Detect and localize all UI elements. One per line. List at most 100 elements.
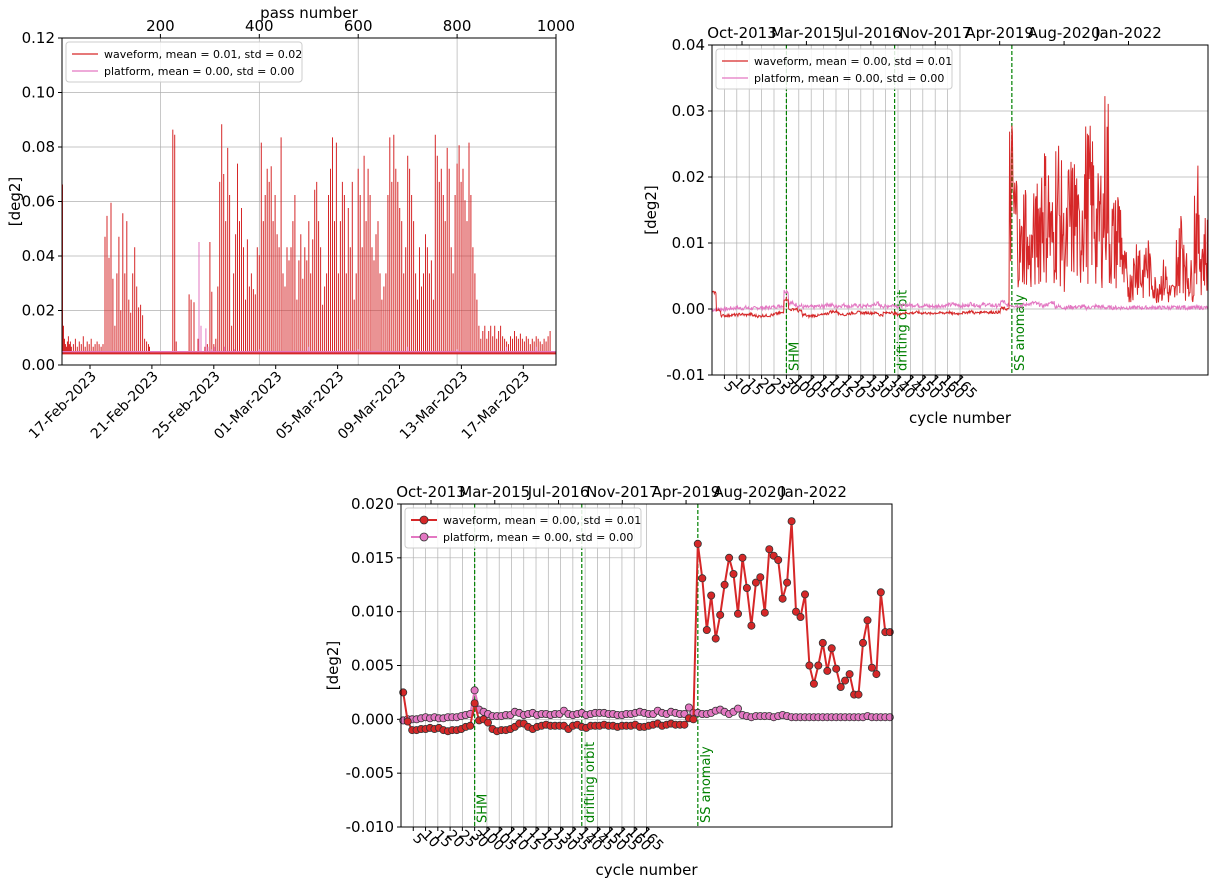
data-point-waveform: [801, 590, 810, 599]
data-point-waveform: [778, 594, 787, 603]
top-x-tick-label: Jan-2022: [779, 483, 847, 501]
data-point-waveform: [783, 578, 792, 587]
data-point-waveform: [742, 584, 751, 593]
data-point-waveform: [823, 666, 832, 675]
y-tick-label: 0.00: [672, 300, 705, 318]
top-x-tick-label: Jul-2016: [527, 483, 590, 501]
data-point-waveform: [818, 638, 827, 647]
data-point-waveform: [854, 690, 863, 699]
top-x-tick-label: Nov-2017: [586, 483, 658, 501]
event-label: SS anomaly: [699, 746, 714, 823]
data-point-waveform: [796, 613, 805, 622]
data-point-waveform: [470, 699, 479, 708]
top-x-tick-label: 1000: [537, 17, 575, 35]
series-waveform-trace: [711, 96, 1208, 320]
data-point-waveform: [720, 580, 729, 589]
data-point-waveform: [756, 573, 765, 582]
data-point-waveform: [765, 545, 774, 554]
data-point-waveform: [805, 661, 814, 670]
top-x-tick-label: Jan-2022: [1094, 24, 1162, 42]
x-axis-label: cycle number: [909, 409, 1012, 427]
data-point-waveform: [738, 553, 747, 562]
data-point-waveform: [729, 570, 738, 579]
event-label: SHM: [476, 794, 491, 823]
y-tick-label: 0.005: [351, 657, 394, 675]
y-tick-label: 0.02: [22, 302, 55, 320]
legend-label: platform, mean = 0.00, std = 0.00: [754, 72, 944, 85]
series-platform-spikes: [198, 242, 537, 352]
data-point-waveform: [774, 556, 783, 565]
data-point-waveform: [702, 626, 711, 635]
top-x-tick-label: Jul-2016: [839, 24, 902, 42]
legend-box: [404, 507, 642, 549]
data-point-waveform: [859, 638, 868, 647]
data-point-platform: [734, 704, 743, 713]
data-point-waveform: [876, 588, 885, 597]
y-axis-label: [deg2]: [642, 185, 660, 235]
top-x-tick-label: Oct-2013: [707, 24, 777, 42]
y-tick-label: 0.06: [22, 193, 55, 211]
legend-marker: [419, 515, 429, 525]
data-point-waveform: [734, 609, 743, 618]
legend-label: waveform, mean = 0.01, std = 0.02: [104, 48, 302, 61]
data-point-waveform: [751, 578, 760, 587]
top-x-tick-label: 800: [443, 17, 472, 35]
y-tick-label: 0.02: [672, 168, 705, 186]
plot-frame: [711, 44, 1209, 376]
legend-label: platform, mean = 0.00, std = 0.00: [443, 531, 633, 544]
y-tick-label: 0.01: [672, 234, 705, 252]
legend-label: platform, mean = 0.00, std = 0.00: [104, 65, 294, 78]
data-point-waveform: [716, 610, 725, 619]
top-x-axis-label: pass number: [260, 4, 358, 22]
top-x-tick-label: Nov-2017: [899, 24, 971, 42]
y-tick-label: -0.010: [346, 818, 394, 836]
y-tick-label: 0.03: [672, 102, 705, 120]
data-point-waveform: [814, 661, 823, 670]
data-point-waveform: [693, 539, 702, 548]
y-tick-label: 0.08: [22, 138, 55, 156]
data-point-waveform: [867, 663, 876, 672]
y-tick-label: -0.01: [666, 366, 705, 384]
data-point-platform: [470, 686, 479, 695]
legend-label: waveform, mean = 0.00, std = 0.01: [754, 55, 952, 68]
data-point-waveform: [707, 591, 716, 600]
top-x-tick-label: Apr-2019: [965, 24, 1034, 42]
top-x-tick-label: Oct-2013: [396, 483, 466, 501]
data-point-waveform: [760, 608, 769, 617]
y-tick-label: 0.000: [351, 710, 394, 728]
y-axis-label: [deg2]: [6, 177, 24, 227]
top-x-tick-label: Aug-2020: [713, 483, 786, 501]
y-tick-label: 0.12: [22, 29, 55, 47]
data-point-waveform: [680, 720, 689, 729]
data-point-platform: [684, 703, 693, 712]
panel-cycle-line: -0.010.000.010.020.030.04[deg2]510152025…: [642, 24, 1209, 427]
data-point-waveform: [792, 607, 801, 616]
top-x-tick-label: Mar-2015: [459, 483, 530, 501]
y-tick-label: 0.00: [22, 356, 55, 374]
legend-box: [65, 41, 303, 83]
legend-label: waveform, mean = 0.00, std = 0.01: [443, 514, 641, 527]
top-x-tick-label: Aug-2020: [1028, 24, 1101, 42]
y-tick-label: 0.04: [22, 247, 55, 265]
series-platform-trace: [711, 288, 1208, 313]
top-x-tick-label: 600: [344, 17, 373, 35]
y-tick-label: 0.04: [672, 36, 705, 54]
data-point-waveform: [747, 621, 756, 630]
x-axis-label: cycle number: [595, 861, 698, 879]
panel-cycle-markers: -0.010 -0.005 0.000 0.005 0.010 0.015 0.020 [de…: [324, 483, 894, 879]
data-point-waveform: [483, 718, 492, 727]
legend-box: [715, 48, 953, 90]
data-point-waveform: [711, 634, 720, 643]
y-tick-label: 0.020: [351, 495, 394, 513]
top-x-tick-label: 400: [245, 17, 274, 35]
data-point-waveform: [872, 670, 881, 679]
top-x-tick-label: 200: [146, 17, 175, 35]
data-point-waveform: [809, 679, 818, 688]
data-point-waveform: [403, 717, 412, 726]
y-tick-label: 0.015: [351, 549, 394, 567]
y-tick-label: -0.005: [346, 764, 394, 782]
series-waveform-spikes: [63, 124, 553, 353]
data-point-waveform: [698, 574, 707, 583]
panel-pass-number: 0.00 0.02 0.04 0.06 0.08 0.10 0.12 [deg2] 200 400…: [6, 4, 575, 443]
